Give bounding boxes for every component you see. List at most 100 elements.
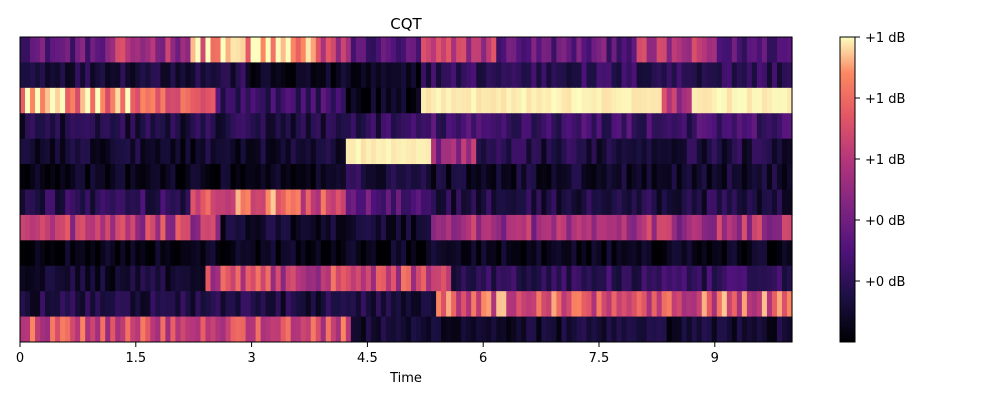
heatmap-cell: [315, 138, 322, 165]
heatmap-cell: [576, 62, 583, 89]
heatmap-cell: [481, 164, 487, 190]
heatmap-cell: [225, 214, 232, 241]
heatmap-cell: [711, 87, 718, 114]
heatmap-cell: [35, 164, 41, 190]
heatmap-cell: [135, 189, 141, 216]
heatmap-cell: [441, 265, 447, 292]
heatmap-cell: [135, 37, 141, 63]
heatmap-cell: [260, 87, 267, 114]
heatmap-cell: [456, 138, 462, 165]
heatmap-cell: [180, 265, 187, 292]
heatmap-cell: [155, 113, 161, 140]
heatmap-cell: [416, 214, 422, 241]
heatmap-cell: [40, 316, 46, 343]
heatmap-cell: [235, 62, 242, 89]
heatmap-cell: [456, 189, 462, 216]
heatmap-cell: [641, 189, 648, 216]
heatmap-cell: [731, 291, 738, 317]
heatmap-cell: [491, 214, 497, 241]
heatmap-cell: [145, 37, 151, 63]
heatmap-cell: [215, 87, 222, 114]
heatmap-cell: [661, 164, 668, 190]
heatmap-cell: [385, 164, 392, 190]
heatmap-cell: [375, 164, 382, 190]
heatmap-cell: [551, 240, 557, 267]
heatmap-cell: [721, 62, 728, 89]
heatmap-cell: [170, 113, 176, 140]
heatmap-cell: [731, 316, 738, 343]
heatmap-cell: [516, 214, 522, 241]
heatmap-cell: [220, 138, 227, 165]
heatmap-cell: [421, 316, 427, 343]
heatmap-cell: [255, 138, 262, 165]
heatmap-cell: [295, 214, 302, 241]
heatmap-cell: [50, 113, 56, 140]
heatmap-cell: [135, 214, 141, 241]
heatmap-cell: [701, 316, 708, 343]
heatmap-cell: [691, 214, 698, 241]
heatmap-cell: [225, 62, 232, 89]
heatmap-cell: [436, 164, 442, 190]
heatmap-cell: [55, 265, 61, 292]
heatmap-cell: [365, 62, 372, 89]
heatmap-cell: [380, 138, 387, 165]
heatmap-cell: [756, 87, 763, 114]
heatmap-cell: [456, 316, 462, 343]
heatmap-cell: [766, 291, 773, 317]
heatmap-cell: [320, 62, 327, 89]
heatmap-cell: [736, 214, 743, 241]
heatmap-cell: [395, 240, 402, 267]
heatmap-cell: [621, 113, 628, 140]
heatmap-cell: [466, 138, 472, 165]
heatmap-cell: [416, 164, 422, 190]
heatmap-cell: [761, 265, 768, 292]
heatmap-cell: [756, 291, 763, 317]
heatmap-cell: [491, 113, 497, 140]
heatmap-cell: [541, 164, 547, 190]
heatmap-cell: [125, 189, 131, 216]
heatmap-cell: [641, 240, 648, 267]
heatmap-cell: [380, 164, 387, 190]
heatmap-cell: [591, 87, 598, 114]
heatmap-cell: [240, 189, 247, 216]
heatmap-cell: [30, 138, 36, 165]
heatmap-cell: [55, 113, 61, 140]
heatmap-cell: [701, 37, 708, 63]
heatmap-cell: [310, 87, 317, 114]
heatmap-cell: [275, 265, 282, 292]
heatmap-cell: [546, 62, 552, 89]
heatmap-cell: [446, 138, 452, 165]
heatmap-cell: [250, 87, 257, 114]
heatmap-cell: [190, 240, 197, 267]
heatmap-cell: [461, 265, 467, 292]
heatmap-cell: [641, 164, 648, 190]
heatmap-cell: [516, 62, 522, 89]
heatmap-cell: [170, 316, 176, 343]
heatmap-cell: [60, 37, 66, 63]
heatmap-cell: [255, 214, 262, 241]
heatmap-cell: [235, 37, 242, 63]
heatmap-cell: [300, 316, 307, 343]
heatmap-cell: [210, 265, 217, 292]
heatmap-cell: [360, 138, 367, 165]
heatmap-cell: [466, 62, 472, 89]
heatmap-cell: [661, 316, 668, 343]
heatmap-cell: [90, 62, 96, 89]
heatmap-cell: [456, 87, 462, 114]
heatmap-cell: [706, 214, 713, 241]
heatmap-cell: [255, 240, 262, 267]
heatmap-cell: [486, 87, 492, 114]
heatmap-cell: [576, 316, 583, 343]
heatmap-cell: [736, 291, 743, 317]
heatmap-cell: [210, 316, 217, 343]
heatmap-cell: [335, 37, 342, 63]
heatmap-cell: [350, 189, 357, 216]
heatmap-cell: [230, 113, 237, 140]
heatmap-cell: [426, 240, 432, 267]
heatmap-cell: [95, 240, 101, 267]
heatmap-cell: [195, 113, 202, 140]
heatmap-cell: [616, 164, 623, 190]
heatmap-cell: [466, 316, 472, 343]
heatmap-cell: [345, 189, 352, 216]
heatmap-cell: [260, 189, 267, 216]
